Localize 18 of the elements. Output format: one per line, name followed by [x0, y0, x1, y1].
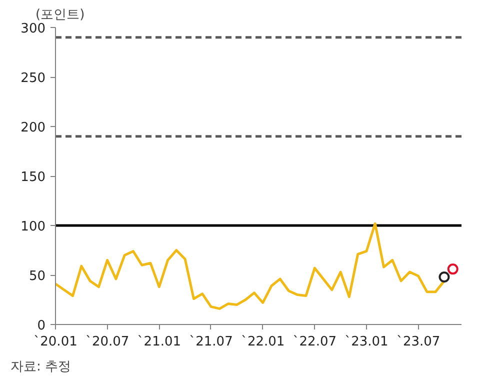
- x-tick-label: `23.01: [344, 334, 388, 350]
- y-tick-label: 250: [20, 71, 46, 86]
- x-tick-label: `21.07: [189, 334, 233, 350]
- y-tick-label: 200: [20, 120, 46, 136]
- x-tick-label: `20.01: [34, 334, 78, 350]
- y-axis-title: (포인트): [36, 8, 85, 22]
- y-tick-label: 0: [37, 318, 46, 334]
- y-tick-label: 300: [20, 22, 46, 36]
- x-tick-label: `20.07: [85, 334, 130, 350]
- y-tick-label: 50: [28, 269, 46, 284]
- line-series: [56, 222, 446, 310]
- x-tick-label: `22.07: [292, 334, 337, 350]
- x-tick-label: `22.01: [240, 334, 285, 350]
- x-tick-label: `21.01: [137, 334, 182, 350]
- y-tick-label: 100: [20, 220, 46, 234]
- y-tick-label: 150: [20, 170, 46, 185]
- x-tick-label: `23.07: [396, 334, 440, 350]
- text: 자료: 추정: [10, 360, 72, 374]
